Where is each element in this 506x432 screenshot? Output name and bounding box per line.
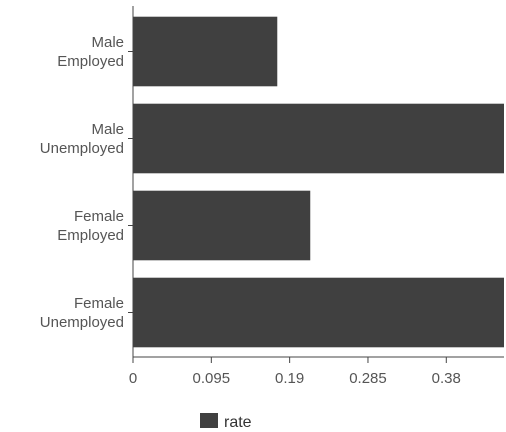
category-label-line: Employed	[57, 53, 124, 70]
category-label: Male Unemployed	[40, 121, 124, 157]
category-label-line: Unemployed	[40, 140, 124, 157]
category-label: Male Employed	[57, 34, 124, 70]
legend-swatch-rate	[200, 413, 218, 428]
x-tick-label: 0	[129, 370, 137, 387]
bar-male-unemployed	[133, 103, 504, 174]
category-label-line: Employed	[57, 227, 124, 244]
bar-male-employed	[133, 16, 278, 87]
bar-female-unemployed	[133, 277, 504, 348]
category-label-line: Unemployed	[40, 314, 124, 331]
category-label: Female Employed	[57, 208, 124, 244]
category-label-line: Male	[91, 121, 124, 138]
x-tick-label: 0.095	[193, 370, 231, 387]
x-tick-label: 0.285	[349, 370, 387, 387]
x-tick-label: 0.19	[275, 370, 304, 387]
bar-female-employed	[133, 190, 311, 261]
x-ticks-group: 0 0.095 0.19 0.285 0.38	[129, 357, 461, 387]
legend: rate	[200, 413, 252, 431]
x-tick-label: 0.38	[432, 370, 461, 387]
category-label-line: Female	[74, 295, 124, 312]
category-label-line: Male	[91, 34, 124, 51]
category-label: Female Unemployed	[40, 295, 124, 331]
bars-group	[133, 16, 504, 348]
category-labels-group: Male Employed Male Unemployed Female Employed…	[40, 34, 133, 331]
legend-label-rate: rate	[224, 414, 252, 431]
category-label-line: Female	[74, 208, 124, 225]
